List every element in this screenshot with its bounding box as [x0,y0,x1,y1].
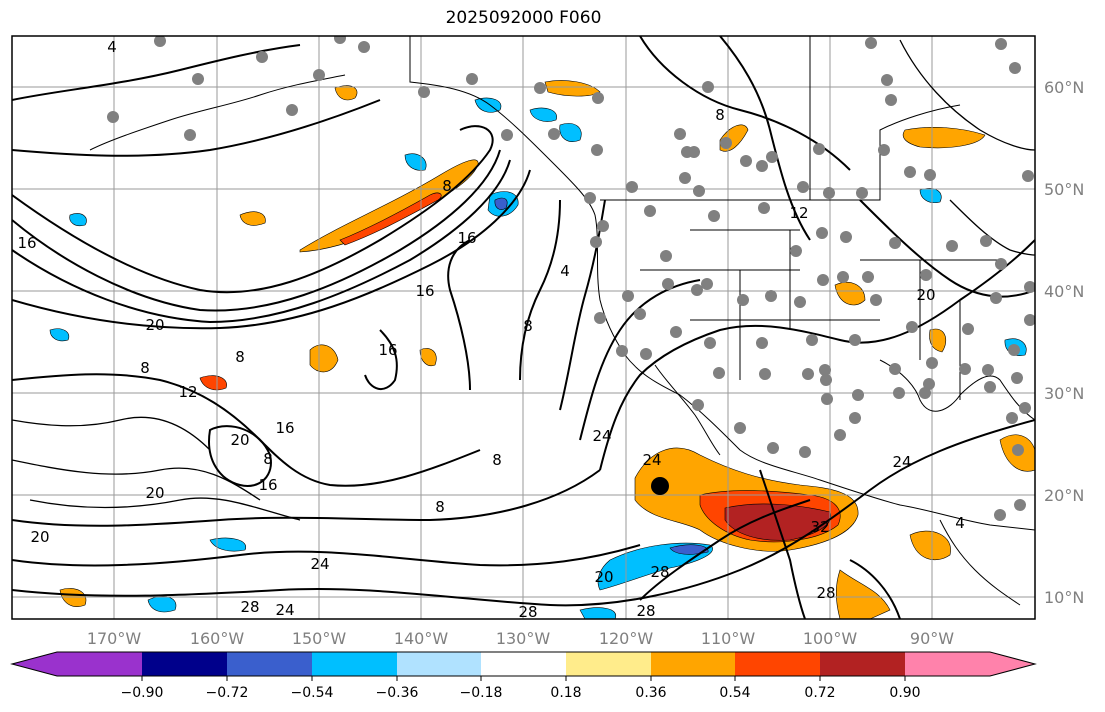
contour-label: 8 [715,106,725,124]
lon-label: 140°W [394,629,449,648]
colorbar-tick-label: 0.36 [635,685,666,701]
colorbar-segment [735,652,820,676]
colorbar-outline [10,651,1037,677]
lon-label: 130°W [496,629,551,648]
contour-label: 32 [810,518,829,536]
contour-label: 16 [17,234,36,252]
contour-label: 8 [263,450,273,468]
contour-label: 20 [30,528,49,546]
contour-label: 8 [140,359,150,377]
colorbar-tick-label: −0.54 [291,685,334,701]
colorbar-tick-label: 0.90 [889,685,920,701]
map-title: 2025092000 F060 [445,8,602,28]
colorbar-left-extend [12,652,57,676]
contour-label: 20 [916,286,935,304]
colorbar-segment [905,652,990,676]
contour-label: 8 [523,317,533,335]
colorbar: −0.90 −0.72 −0.54 −0.36 −0.18 0.18 0.36 … [10,651,1037,701]
colorbar-segment [566,652,651,676]
contour-label: 24 [275,601,294,619]
station-dots [107,36,1035,521]
contour-lines [12,36,1035,619]
lon-label: 120°W [599,629,654,648]
colorbar-segment [227,652,312,676]
contour-label: 4 [560,262,570,280]
lon-label: 150°W [292,629,347,648]
contour-label: 20 [594,568,613,586]
contour-label: 20 [230,431,249,449]
colorbar-tick-label: 0.54 [719,685,750,701]
lon-label: 100°W [803,629,858,648]
colorbar-tick-label: −0.18 [460,685,503,701]
colorbar-tick-label: 0.72 [804,685,835,701]
lon-label: 160°W [190,629,245,648]
contour-label: 28 [240,598,259,616]
contour-label: 28 [636,602,655,620]
lon-label: 170°W [87,629,142,648]
contour-label: 8 [435,498,445,516]
lon-label: 90°W [910,629,954,648]
colorbar-segment [651,652,735,676]
lat-label: 10°N [1044,588,1084,607]
contour-label: 28 [816,584,835,602]
contour-label: 16 [415,282,434,300]
contour-label: 12 [789,204,808,222]
thin-contours [12,39,1035,521]
contour-label: 20 [145,316,164,334]
map-panel: 4 8 16 20 8 16 16 8 8 12 16 20 16 20 8 2… [12,36,1035,621]
contour-label: 4 [107,38,117,56]
highlight-marker [651,477,669,495]
contour-label: 8 [235,348,245,366]
contour-label: 4 [955,514,965,532]
contour-label: 16 [378,341,397,359]
latitude-labels: 60°N 50°N 40°N 30°N 20°N 10°N [1044,78,1084,607]
colorbar-segment [142,652,227,676]
colorbar-tick-label: 0.18 [550,685,581,701]
contour-label: 8 [492,451,502,469]
lat-label: 60°N [1044,78,1084,97]
contour-label: 12 [178,383,197,401]
contour-label: 8 [442,177,452,195]
contour-label: 24 [310,555,329,573]
longitude-labels: 170°W 160°W 150°W 140°W 130°W 120°W 110°… [87,629,954,648]
lat-label: 20°N [1044,486,1084,505]
contour-label: 24 [642,451,661,469]
contour-label: 16 [457,229,476,247]
colorbar-segment [481,652,566,676]
negative-shading [49,97,1027,619]
colorbar-tick-label: −0.72 [206,685,249,701]
graticule [12,36,1035,619]
contour-label: 20 [145,484,164,502]
lat-label: 50°N [1044,180,1084,199]
colorbar-right-extend [990,652,1035,676]
colorbar-tick-label: −0.90 [121,685,164,701]
lat-label: 40°N [1044,282,1084,301]
map-frame [11,35,1036,620]
colorbar-segment [397,652,481,676]
colorbar-segment [820,652,905,676]
colorbar-tick-label: −0.36 [376,685,419,701]
contour-label: 16 [275,419,294,437]
contour-label: 24 [592,427,611,445]
contour-label: 28 [518,603,537,621]
lon-label: 110°W [701,629,756,648]
colorbar-segment [57,652,142,676]
contour-label: 24 [892,453,911,471]
contour-label: 16 [258,476,277,494]
contour-label-group: 4 8 16 20 8 16 16 8 8 12 16 20 16 20 8 2… [17,38,965,621]
contour-label: 28 [650,563,669,581]
lat-label: 30°N [1044,384,1084,403]
colorbar-segment [312,652,397,676]
